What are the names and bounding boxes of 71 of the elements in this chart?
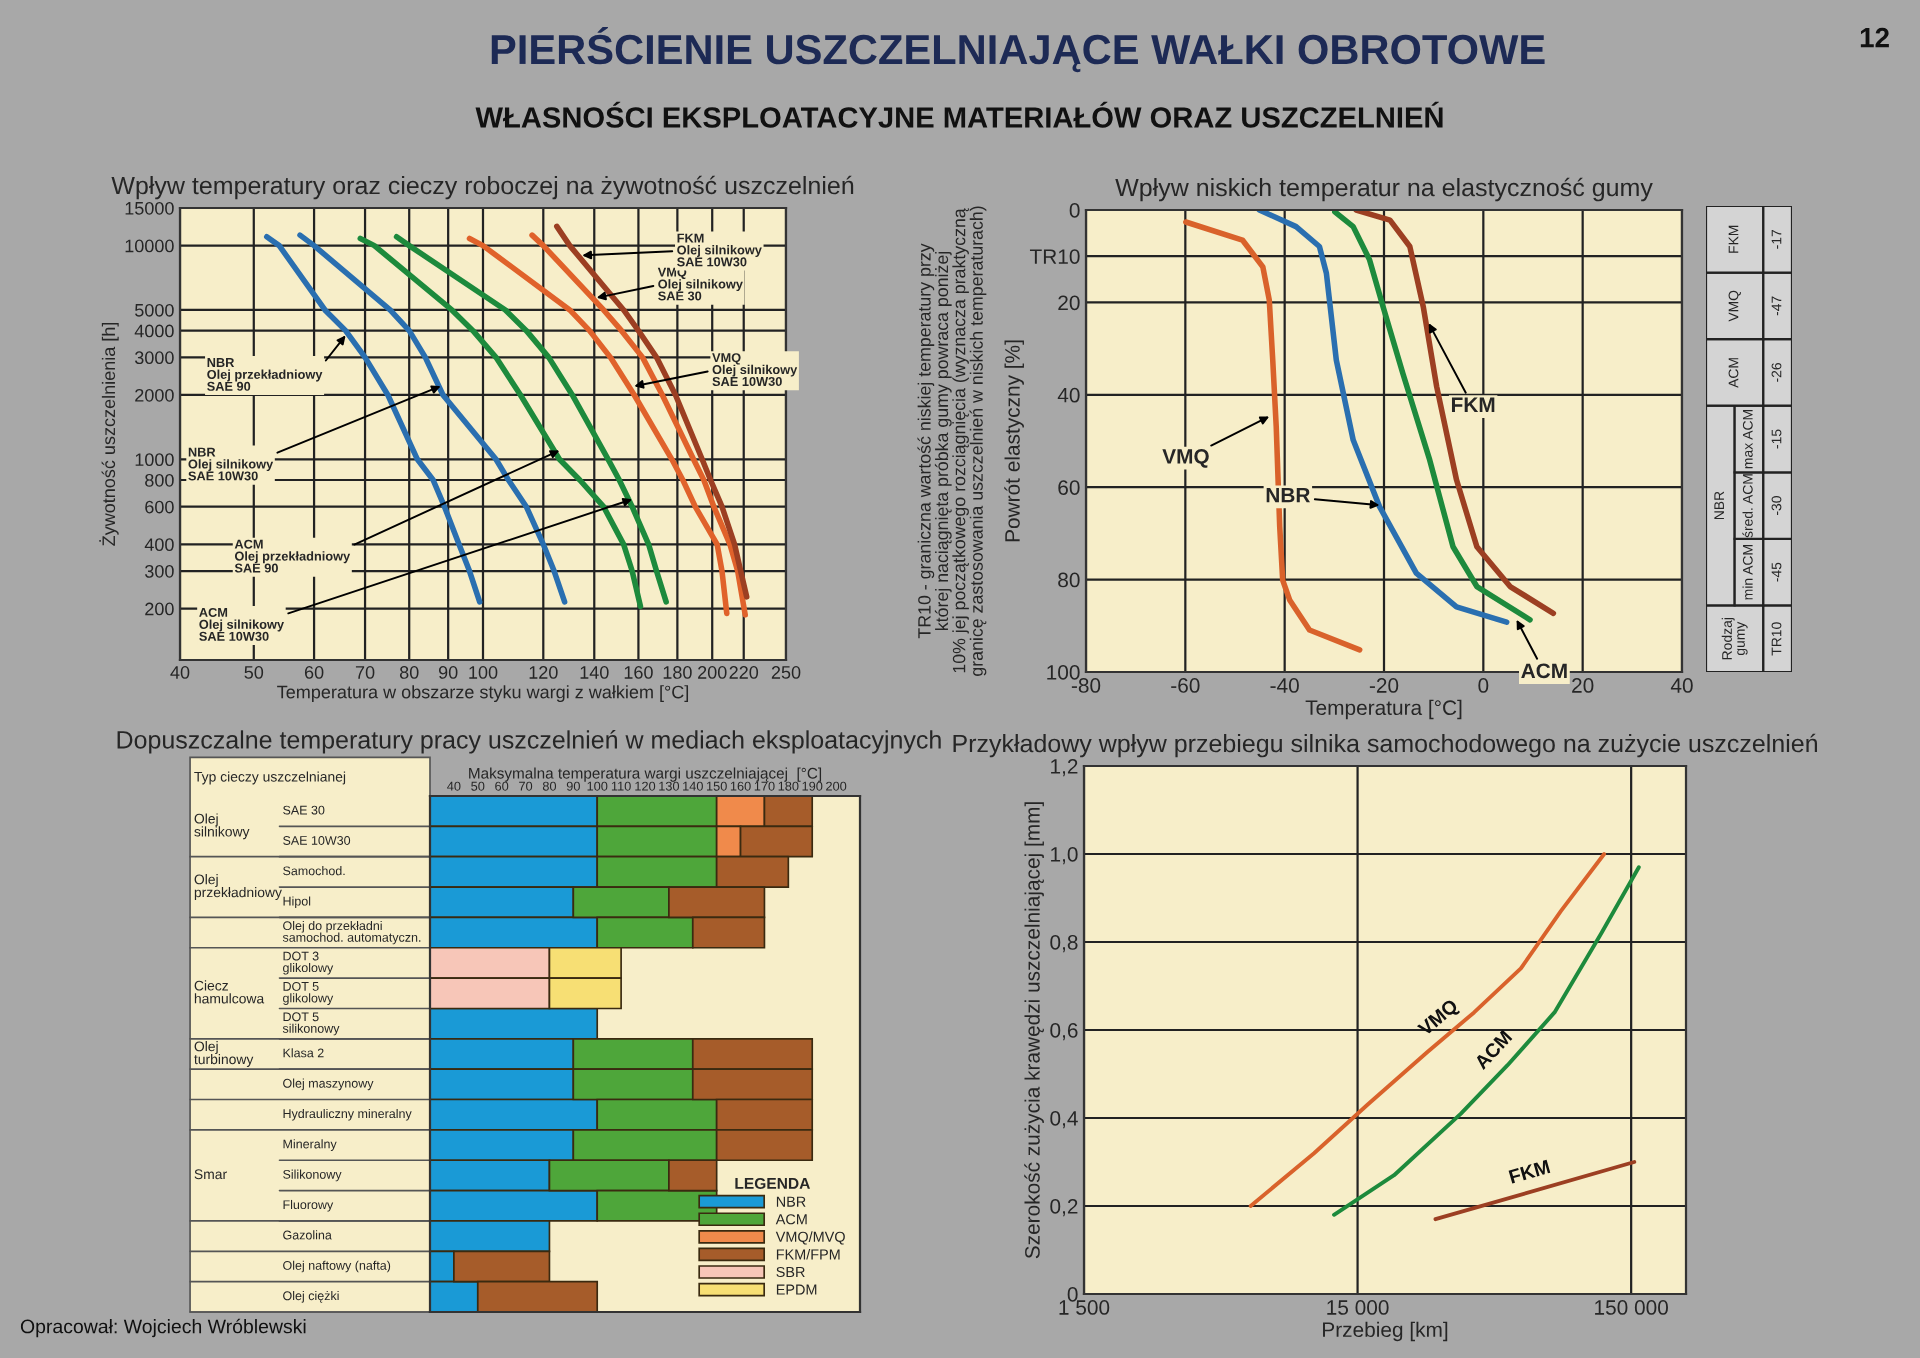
y-tick-label: 40 [1057, 387, 1080, 403]
x-tick-label: 220 [729, 666, 759, 679]
x-tick-label: 40 [1670, 678, 1693, 693]
x-tick-label: 100 [469, 666, 498, 679]
chart-title: Wpływ niskich temperatur na elastyczność gumy [1115, 177, 1653, 202]
y-axis-title: Żywotność uszczelnienia [h] [99, 322, 119, 546]
chart-title: Przykładowy wpływ przebiegu silnika samochodowego na zużycie uszczelnień [953, 733, 1818, 758]
y-tick-label: 300 [145, 564, 174, 578]
y-tick-label: 1,0 [1051, 847, 1078, 865]
x-tick-label: -40 [1270, 678, 1299, 693]
y-tick-label: 800 [145, 473, 174, 487]
y-tick-label: 0,4 [1050, 1111, 1078, 1129]
x-tick-label: 150 000 [1595, 1300, 1668, 1315]
x-tick-label: -20 [1369, 678, 1399, 693]
y-tick-label: 3000 [134, 351, 174, 365]
x-tick-label: 70 [355, 666, 375, 679]
x-axis-title: Przebieg [km] [1323, 1321, 1448, 1342]
x-tick-label: 120 [529, 666, 558, 679]
y-tick-label: 5000 [135, 303, 174, 317]
y-tick-label: 0 [1067, 1287, 1078, 1302]
text: FKM [1508, 1159, 1551, 1184]
x-tick-label: 40 [170, 666, 190, 679]
x-tick-label: 140 [580, 666, 609, 679]
text: 12 [1860, 27, 1889, 48]
text: PIERŚCIENIE USZCZELNIAJĄCE WAŁKI OBROTOWE [491, 27, 1545, 73]
x-tick-label: 50 [244, 666, 264, 679]
y-axis-title: Szerokość zużycia krawędzi uszczelniającej [mm] [1024, 802, 1044, 1259]
chart-title: Dopuszczalne temperatury pracy uszczelnień w mediach eksploatacyjnych [117, 730, 941, 754]
y-tick-label: 1000 [135, 453, 174, 467]
chart-title: Wpływ temperatury oraz cieczy roboczej na żywotność uszczelnień [111, 175, 854, 200]
x-tick-label: -60 [1171, 678, 1200, 693]
y-tick-label: 600 [145, 500, 174, 514]
text: VMQ [1416, 998, 1462, 1040]
line-series [1353, 210, 1557, 617]
x-tick-label: 200 [698, 666, 727, 679]
text: WŁASNOŚCI EKSPLOATACYJNE MATERIAŁÓW ORAZ USZCZELNIEŃ [475, 101, 1443, 128]
y-tick-label: 2000 [135, 388, 174, 402]
y-tick-label: 0,6 [1050, 1023, 1078, 1041]
annotation: VMQ [1162, 449, 1209, 468]
x-tick-label: 20 [1572, 678, 1594, 693]
y-tick-label: 0 [1069, 203, 1080, 218]
x-tick-label: 90 [438, 666, 458, 679]
text: Opracował: Wojciech Wróblewski [20, 1318, 306, 1338]
y-tick-label: 1,2 [1051, 759, 1078, 777]
y-tick-label: 15000 [125, 201, 174, 215]
y-tick-label: TR10 [1029, 249, 1080, 264]
line-series [1256, 210, 1510, 625]
x-axis-title: Temperatura w obszarze styku wargi z wałkiem [°C] [277, 685, 689, 702]
y-tick-label: 20 [1058, 295, 1080, 311]
x-tick-label: 15 000 [1327, 1300, 1389, 1315]
y-tick-label: 10000 [125, 239, 174, 253]
x-tick-label: 250 [771, 666, 801, 679]
y-tick-label: 400 [144, 538, 174, 552]
y-tick-label: 0,2 [1050, 1199, 1078, 1217]
line-series [1332, 210, 1533, 623]
x-tick-label: 160 [624, 666, 653, 679]
y-axis-title: Powrót elastyczny [%] [1004, 340, 1024, 542]
x-tick-label: 1 500 [1059, 1300, 1110, 1315]
annotation: ACM [1521, 663, 1567, 679]
y-tick-label: 80 [1058, 572, 1080, 588]
y-tick-label: 60 [1058, 480, 1080, 495]
x-tick-label: 180 [663, 666, 692, 679]
y-tick-label: 4000 [134, 324, 174, 338]
x-tick-label: 0 [1478, 678, 1489, 693]
text: TR10 - graniczna wartość niskiej temperatury przy której naciągnięta próbka gumy powraca poniżej 10% jej początkowego rozciągnięcia (wyznacza praktyczną granicę zastosowania uszczelnień w niskich temperaturach) [917, 206, 987, 676]
annotation: FKM [1451, 397, 1495, 412]
y-tick-label: 200 [145, 602, 174, 616]
annotation: NBR [1266, 487, 1310, 503]
y-tick-label: 0,8 [1050, 935, 1078, 953]
x-axis-title: Temperatura [°C] [1305, 699, 1462, 720]
x-tick-label: -80 [1071, 678, 1101, 693]
